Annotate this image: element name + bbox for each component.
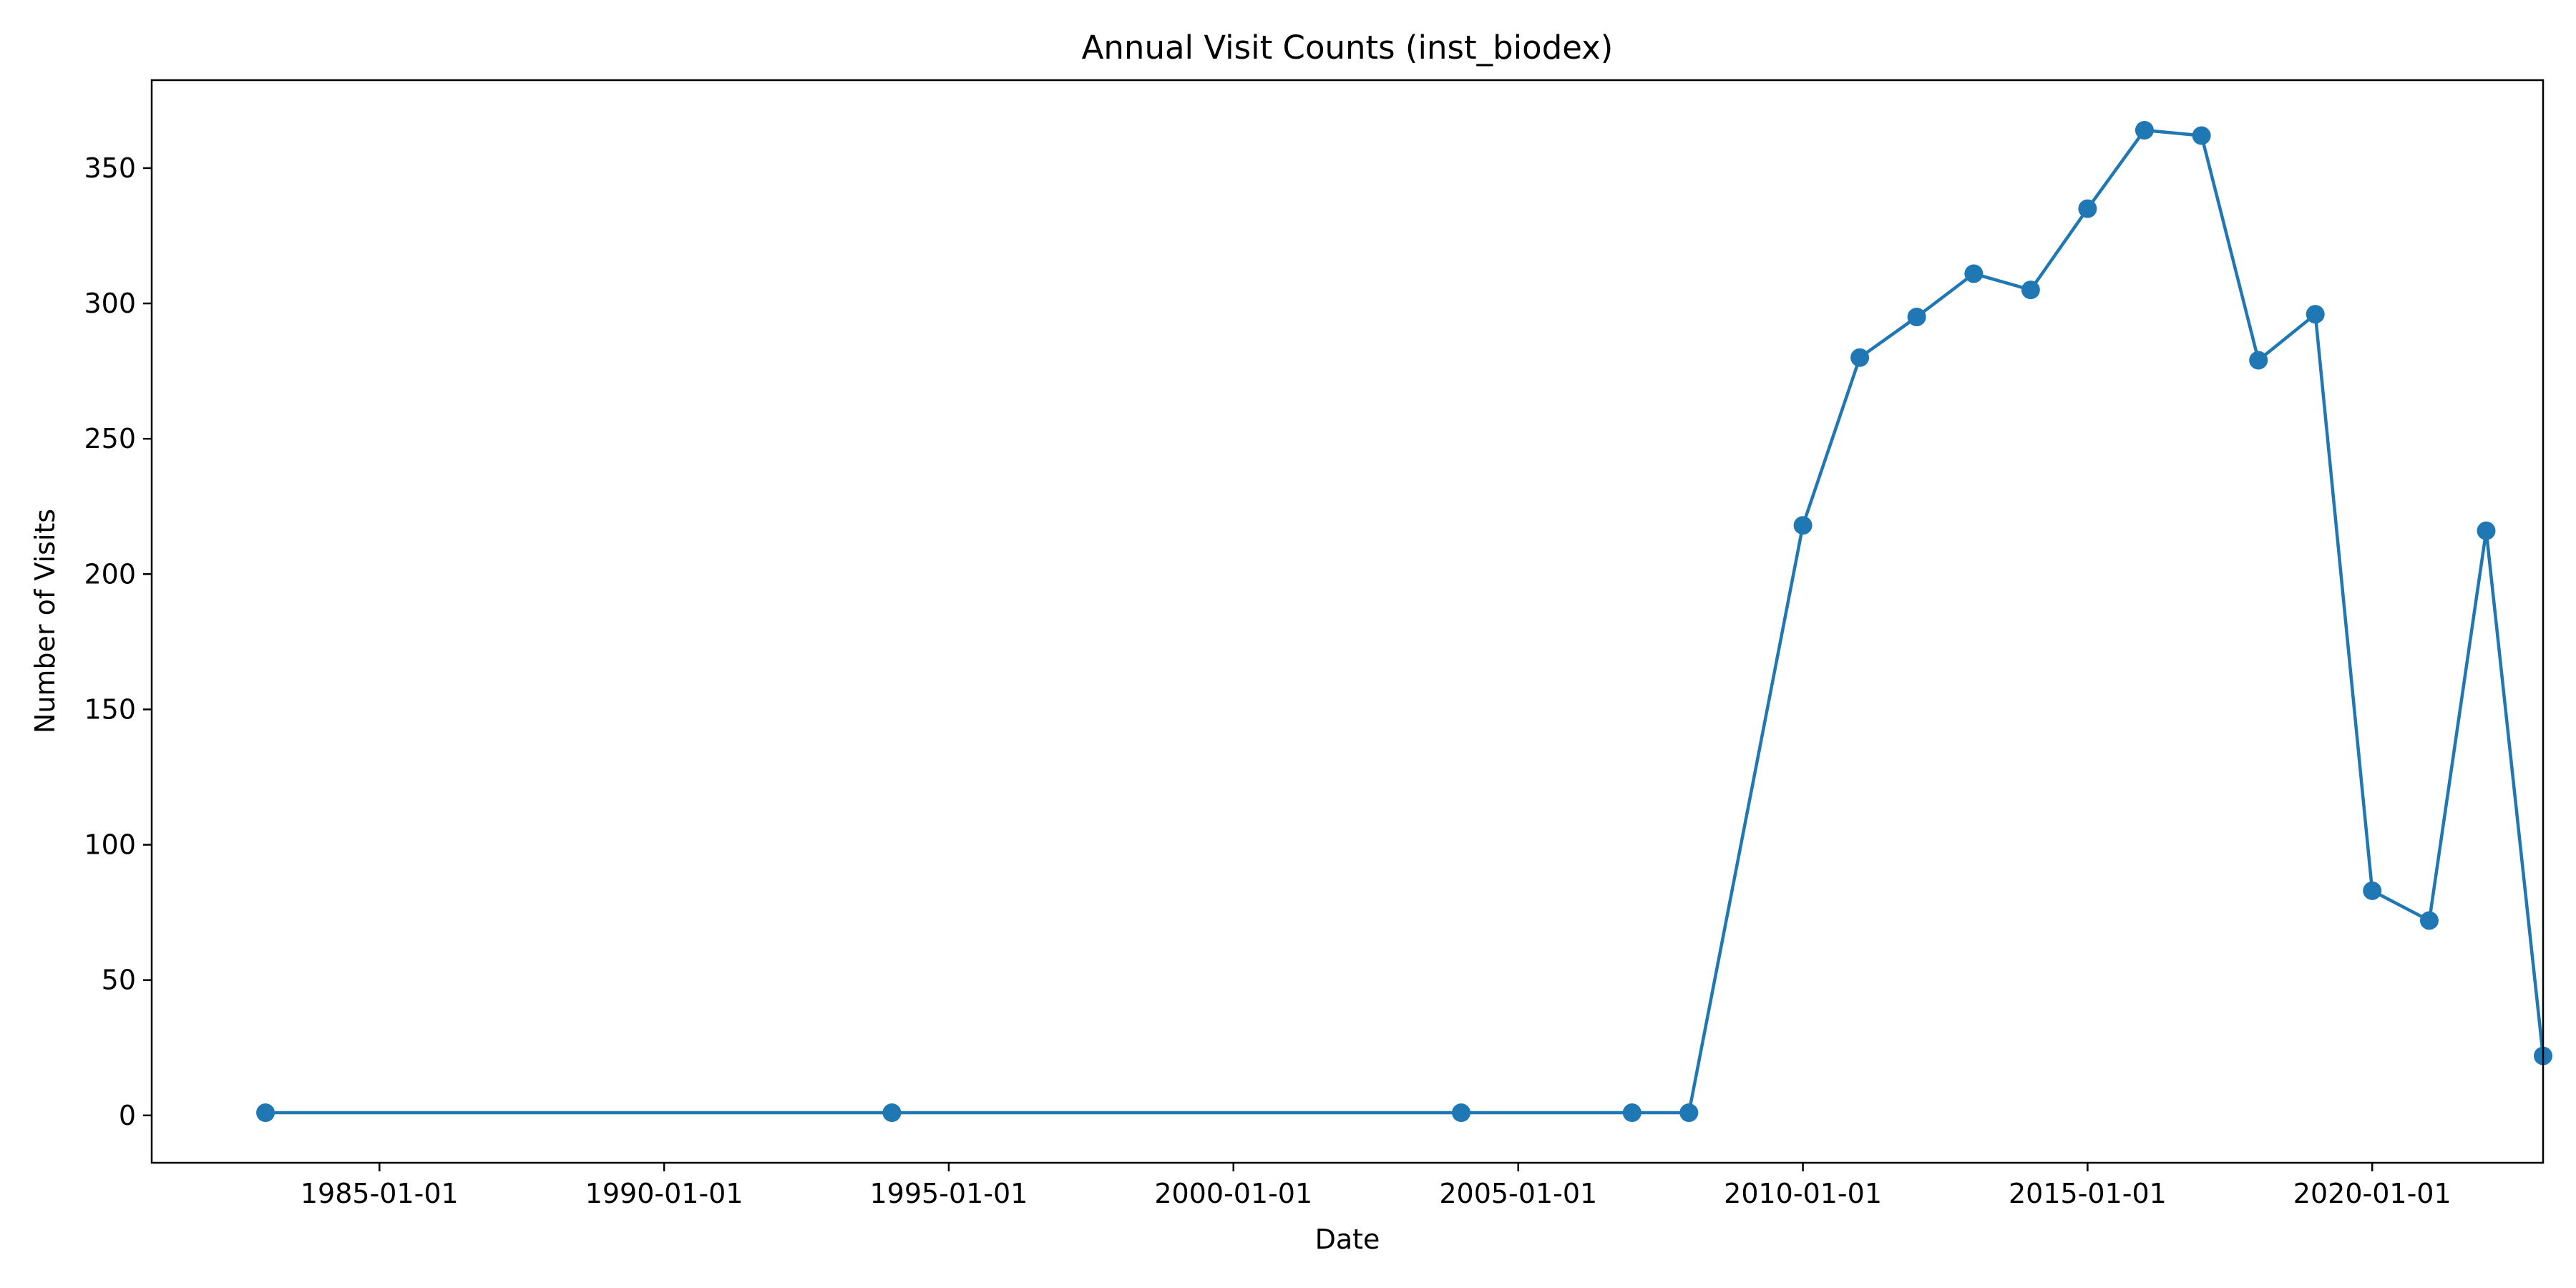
x-axis-label: Date	[1315, 1224, 1380, 1255]
plot-frame	[150, 79, 2545, 1164]
x-tick-label: 2010-01-01	[1724, 1178, 1882, 1209]
data-point	[2078, 199, 2097, 218]
data-point	[2419, 911, 2439, 930]
data-point	[1907, 307, 1926, 326]
x-tick-label: 2015-01-01	[2009, 1178, 2167, 1209]
data-point	[1850, 348, 1870, 367]
x-tick-label: 1985-01-01	[301, 1178, 459, 1209]
data-point	[1622, 1103, 1641, 1123]
y-tick-label: 100	[84, 829, 136, 861]
x-tick-label: 2000-01-01	[1154, 1178, 1312, 1209]
data-point	[2192, 126, 2211, 145]
y-tick-label: 0	[119, 1100, 136, 1131]
y-tick-label: 350	[84, 152, 136, 184]
data-point	[2021, 280, 2040, 300]
y-axis-label: Number of Visits	[29, 509, 61, 733]
data-point	[1793, 516, 1813, 535]
y-tick-label: 300	[84, 288, 136, 319]
data-point	[256, 1103, 275, 1123]
x-tick-label: 2020-01-01	[2293, 1178, 2451, 1209]
data-point	[1452, 1103, 1471, 1123]
data-point	[2249, 351, 2268, 370]
x-axis-ticks: 1985-01-01 1990-01-01 1995-01-01 2000-01-01…	[301, 1163, 2451, 1209]
y-tick-label: 50	[102, 965, 136, 996]
data-point	[2135, 120, 2154, 140]
chart-title: Annual Visit Counts (inst_biodex)	[1082, 29, 1614, 67]
series-points-group	[256, 120, 2552, 1123]
y-tick-label: 150	[84, 693, 136, 725]
x-tick-label: 1995-01-01	[870, 1178, 1028, 1209]
y-tick-label: 250	[84, 423, 136, 454]
x-tick-label: 1990-01-01	[585, 1178, 743, 1209]
data-point	[2306, 305, 2325, 324]
x-tick-label: 2005-01-01	[1439, 1178, 1597, 1209]
data-point	[2477, 521, 2496, 540]
data-point	[882, 1103, 902, 1123]
y-axis-ticks: 0 50 100 150 200 250 300 350	[84, 152, 152, 1131]
data-point	[2363, 881, 2382, 900]
data-point	[1679, 1103, 1699, 1123]
y-tick-label: 200	[84, 558, 136, 590]
data-point	[1964, 264, 1984, 283]
